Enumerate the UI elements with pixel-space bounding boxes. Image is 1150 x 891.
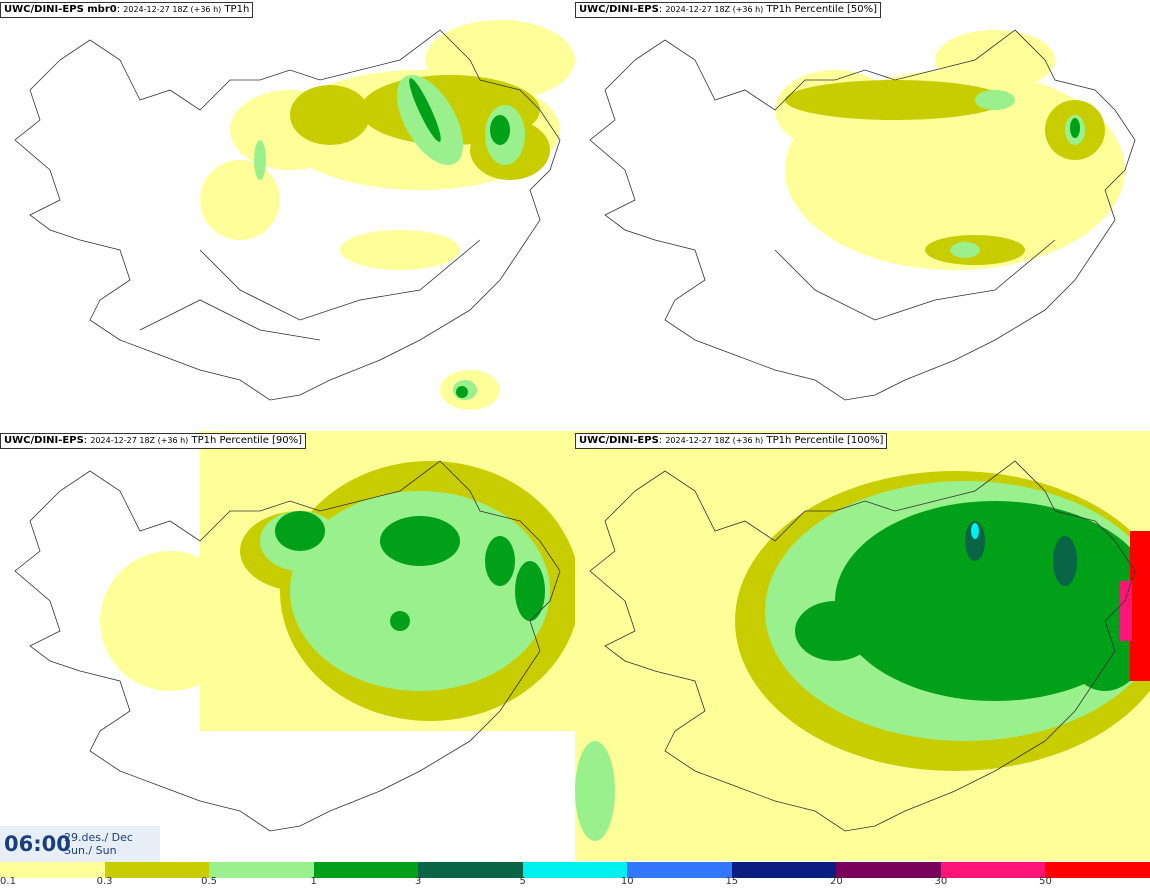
valid-time-clock: 06:00: [4, 832, 71, 856]
precipitation-colorbar: [0, 862, 1150, 878]
colorbar-swatch: [209, 862, 314, 878]
valid-date: 29.des./ Dec Sun./ Sun: [64, 831, 133, 857]
colorbar-swatch: [940, 862, 1046, 878]
colorbar-swatch: [1045, 862, 1150, 878]
colorbar-swatch: [522, 862, 628, 878]
colorbar-tick-label: 0.1: [0, 876, 16, 887]
colorbar-tick-label: 15: [725, 876, 739, 887]
precipitation-map: [14, 431, 575, 832]
precipitation-map: [14, 20, 575, 410]
colorbar-tick-label: 1: [310, 876, 317, 887]
colorbar-tick-label: 10: [620, 876, 634, 887]
colorbar-swatch: [0, 862, 105, 878]
map-panel-member0: UWC/DINI-EPS mbr0: 2024-12-27 18Z (+36 h…: [0, 0, 575, 430]
colorbar-tick-label: 0.3: [96, 876, 113, 887]
panel-title: UWC/DINI-EPS mbr0: 2024-12-27 18Z (+36 h…: [0, 2, 254, 18]
colorbar-swatch: [313, 862, 419, 878]
colorbar-tick-label: 50: [1039, 876, 1052, 887]
colorbar-tick-label: 20: [829, 876, 843, 887]
map-panel-p90: UWC/DINI-EPS: 2024-12-27 18Z (+36 h) TP1…: [0, 431, 575, 861]
colorbar-tick-label: 30: [934, 876, 948, 887]
colorbar-swatch: [418, 862, 523, 878]
precipitation-map: [589, 29, 1136, 401]
panel-title: UWC/DINI-EPS: 2024-12-27 18Z (+36 h) TP1…: [575, 2, 882, 18]
precipitation-map: [575, 431, 1150, 861]
colorbar-tick-label: 0.5: [201, 876, 218, 887]
map-panel-p100: UWC/DINI-EPS: 2024-12-27 18Z (+36 h) TP1…: [575, 431, 1150, 861]
colorbar-swatch: [731, 862, 837, 878]
panel-title: UWC/DINI-EPS: 2024-12-27 18Z (+36 h) TP1…: [0, 433, 307, 449]
colorbar-labels: 0.1 0.3 0.5 1 3 5 10 15 20 30 50: [0, 876, 1150, 890]
map-panel-p50: UWC/DINI-EPS: 2024-12-27 18Z (+36 h) TP1…: [575, 0, 1150, 430]
colorbar-swatch: [104, 862, 210, 878]
colorbar-tick-label: 3: [414, 876, 422, 887]
valid-time-box: 06:00 29.des./ Dec Sun./ Sun: [0, 826, 160, 862]
colorbar-tick-label: 5: [519, 876, 526, 887]
colorbar-swatch: [836, 862, 941, 878]
colorbar-swatch: [627, 862, 732, 878]
panel-title: UWC/DINI-EPS: 2024-12-27 18Z (+36 h) TP1…: [575, 433, 888, 449]
